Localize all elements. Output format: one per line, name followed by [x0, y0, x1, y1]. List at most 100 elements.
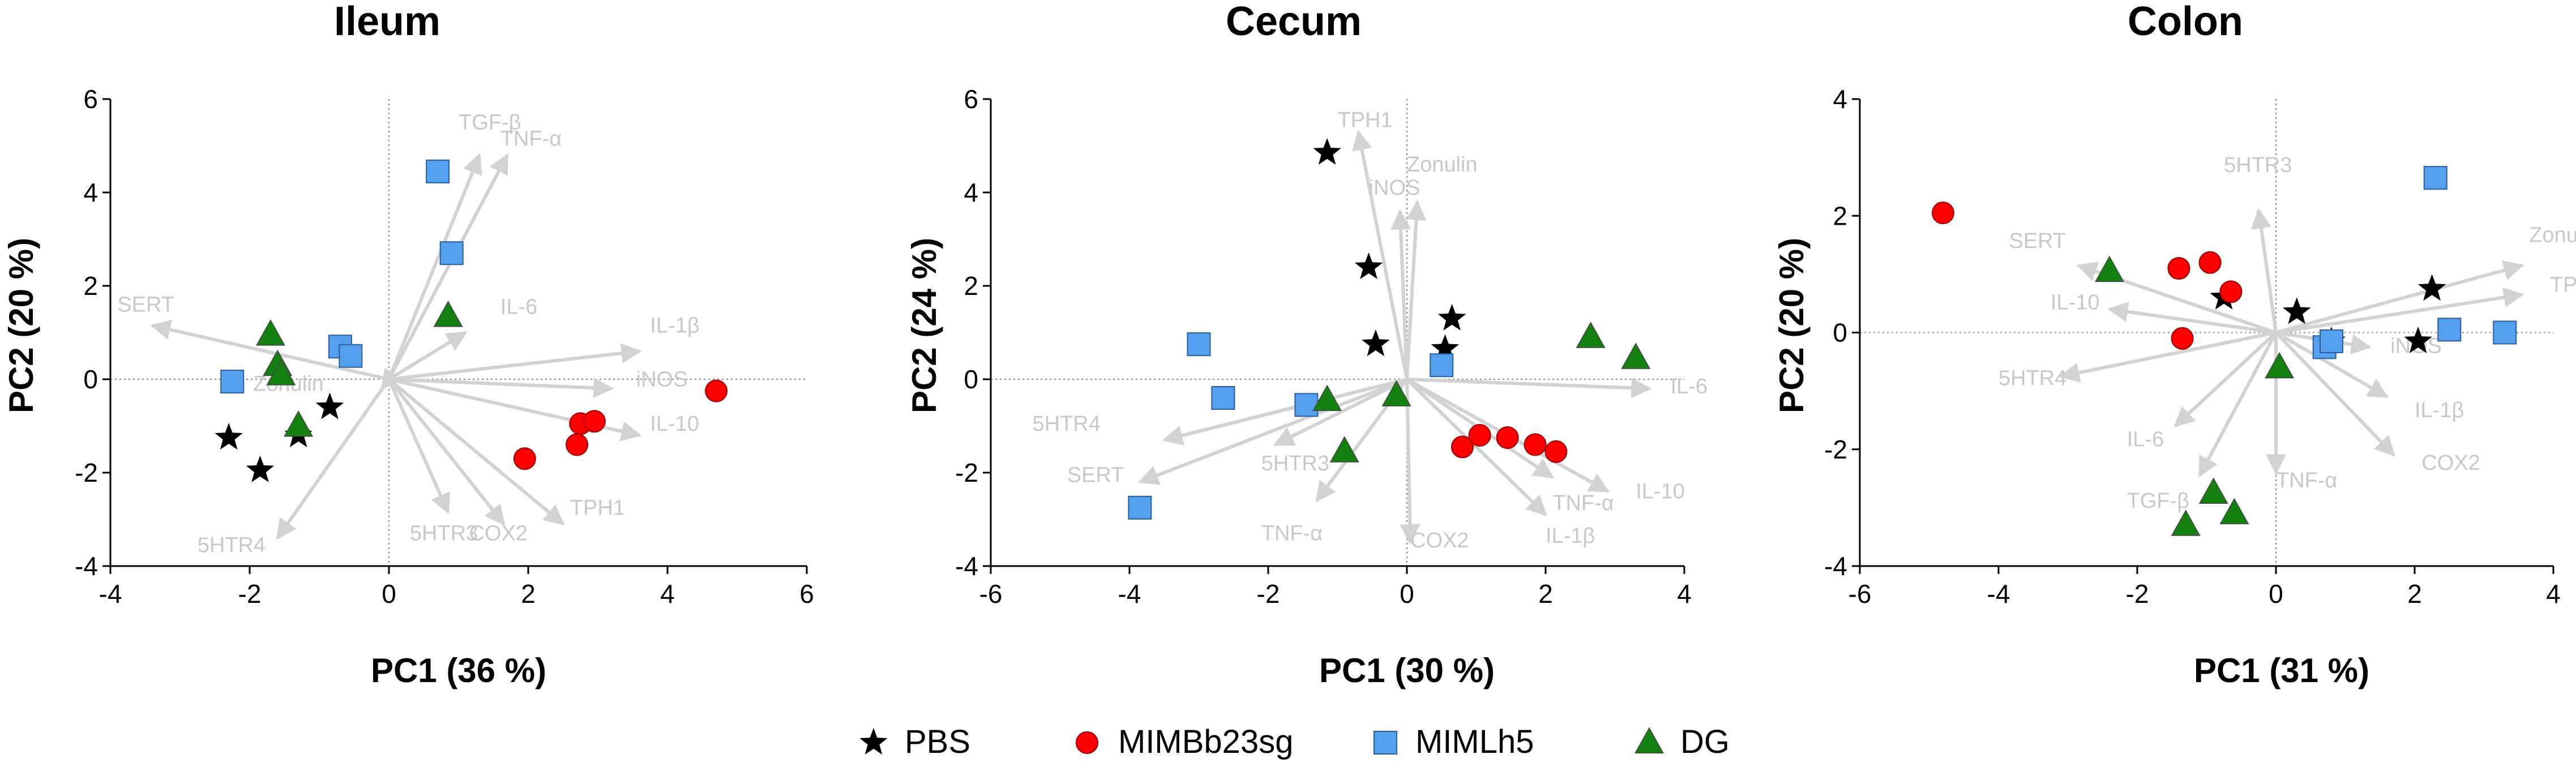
panel-title: Ileum — [334, 0, 440, 44]
point-mimlh5-square — [2423, 166, 2447, 190]
legend-marker — [1076, 731, 1098, 754]
point-mimlh5-square — [1211, 386, 1235, 410]
loading-arrow — [387, 378, 450, 515]
loading-arrow — [2274, 331, 2395, 457]
point-dg-triangle — [1381, 380, 1411, 406]
point-mimbb23sg-circle — [1451, 435, 1474, 459]
point-mimbb23sg-circle — [705, 379, 728, 402]
point-pbs-star — [1313, 138, 1341, 165]
loading-arrow — [276, 378, 391, 540]
point-mimbb23sg-circle — [1496, 426, 1519, 449]
x-axis-label: PC1 (30 %) — [1319, 652, 1495, 689]
point-mimlh5-square — [220, 370, 245, 394]
point-pbs-star — [246, 455, 275, 482]
loading-arrow — [2198, 332, 2278, 478]
loading-label: TPH1 — [2550, 273, 2576, 297]
panel-cecum: Cecum PC1 (30 %) PC2 (24 %) TPH1 Zonulini… — [905, 0, 1708, 689]
loading-arrow — [2251, 208, 2278, 333]
y-tick-label: -2 — [75, 458, 98, 487]
x-tick-label: -4 — [1987, 579, 2010, 609]
point-pbs-star — [2404, 327, 2432, 353]
legend: PBS MIMBb23sg MIMLh5 DG — [859, 723, 1730, 760]
point-mimbb23sg-circle — [513, 447, 536, 470]
point-mimlh5-square — [1430, 353, 1454, 378]
panel-colon: Colon PC1 (31 %) PC2 (20 %) 5HTR3 SERT IL-… — [1773, 0, 2576, 689]
legend-marker — [1634, 727, 1664, 753]
loading-arrow — [2107, 301, 2277, 335]
y-tick-label: 4 — [964, 178, 978, 207]
point-mimlh5-square — [439, 241, 464, 265]
y-tick-label: 0 — [964, 365, 978, 394]
x-tick-label: 2 — [521, 579, 536, 609]
loading-label: TNF-α — [1552, 491, 1614, 515]
loading-arrow — [380, 367, 401, 391]
point-mimbb23sg-circle — [2171, 327, 2194, 350]
x-tick-label: 6 — [799, 579, 814, 609]
x-tick-label: 0 — [382, 579, 396, 609]
loading-label: COX2 — [469, 522, 527, 546]
loading-label: 5HTR4 — [1033, 412, 1101, 436]
loading-label: IL-10 — [2051, 290, 2100, 314]
loading-label: iNOS — [1369, 176, 1420, 200]
loading-arrow — [2173, 331, 2278, 427]
loading-label: COX2 — [1410, 529, 1469, 552]
loading-arrow — [2275, 260, 2524, 335]
point-mimbb23sg-circle — [1468, 424, 1491, 447]
point-mimlh5-square — [2493, 320, 2517, 345]
point-pbs-star — [2417, 274, 2446, 301]
point-dg-triangle — [266, 359, 296, 385]
loading-label: SERT — [117, 293, 174, 316]
y-tick-label: 2 — [1833, 201, 1847, 230]
point-mimbb23sg-circle — [1524, 433, 1547, 456]
point-mimbb23sg-circle — [583, 410, 606, 433]
loading-arrow — [388, 378, 565, 526]
y-tick-label: -4 — [955, 551, 978, 581]
y-tick-label: 4 — [1833, 84, 1847, 114]
point-pbs-star — [1431, 334, 1460, 361]
loading-label: TGF-β — [2127, 489, 2190, 513]
point-dg-triangle — [1621, 342, 1651, 369]
loading-label: IL-1β — [650, 314, 699, 338]
point-dg-triangle — [2095, 255, 2124, 282]
x-tick-label: 0 — [1400, 579, 1414, 609]
y-tick-label: 4 — [83, 178, 98, 207]
loading-label: TGF-β — [459, 111, 521, 135]
loading-label: TNF-α — [2276, 469, 2338, 492]
y-tick-label: -4 — [75, 551, 98, 581]
x-tick-label: 2 — [1538, 579, 1553, 609]
loading-arrow — [387, 153, 482, 380]
loading-arrow — [388, 378, 614, 399]
x-tick-label: 4 — [660, 579, 675, 609]
loading-label: IL-6 — [1671, 375, 1708, 399]
legend-label: MIMBb23sg — [1118, 723, 1293, 760]
point-pbs-star — [2283, 297, 2311, 324]
point-mimlh5-square — [1187, 332, 1211, 357]
loading-arrow — [2059, 331, 2277, 383]
x-tick-label: -2 — [2126, 579, 2149, 609]
legend-triangle-icon — [1634, 727, 1664, 753]
x-tick-label: -2 — [238, 579, 262, 609]
loading-arrow — [1351, 130, 1409, 380]
y-tick-label: 6 — [964, 84, 978, 114]
loading-label: SERT — [1067, 464, 1124, 487]
loading-arrow — [388, 343, 642, 381]
loading-arrow — [388, 331, 468, 381]
point-dg-triangle — [1312, 384, 1342, 412]
legend-item-pbs: PBS — [859, 723, 970, 760]
legend-marker — [859, 728, 888, 755]
x-tick-label: -4 — [1118, 579, 1141, 609]
x-axis-label: PC1 (36 %) — [371, 652, 546, 689]
loading-arrow — [1400, 379, 1420, 545]
loading-label: IL-6 — [2127, 428, 2164, 452]
point-pbs-star — [215, 423, 243, 450]
loading-arrow — [387, 153, 509, 380]
legend-label: PBS — [905, 723, 970, 760]
loading-label: TNF-α — [1261, 522, 1323, 546]
point-dg-triangle — [284, 410, 314, 437]
y-tick-label: 0 — [1833, 318, 1847, 348]
loading-label: IL-6 — [500, 295, 537, 319]
point-dg-triangle — [255, 319, 285, 346]
legend-item-mimlh5: MIMLh5 — [1373, 723, 1534, 760]
legend-item-mimbb23sg: MIMBb23sg — [1076, 723, 1293, 760]
